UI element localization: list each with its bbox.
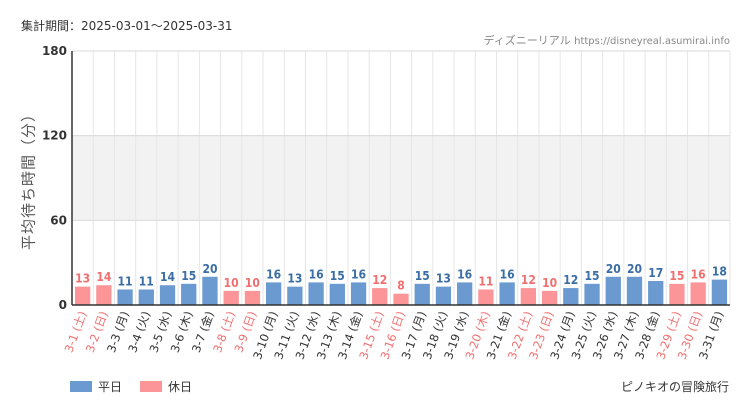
bar[interactable] — [605, 276, 621, 305]
bar[interactable] — [584, 283, 600, 305]
bar-value-label: 16 — [266, 267, 281, 281]
legend-weekday[interactable]: 平日 — [70, 378, 122, 395]
bar-value-label: 14 — [96, 270, 112, 284]
source-url[interactable]: https://disneyreal.asumirai.info — [574, 36, 730, 47]
shaded-band — [72, 135, 730, 221]
bar[interactable] — [648, 281, 664, 305]
bar[interactable] — [244, 290, 261, 305]
bar[interactable] — [435, 286, 452, 305]
y-tick-label: 120 — [42, 129, 67, 143]
bar[interactable] — [223, 290, 239, 305]
bar-value-label: 13 — [287, 272, 302, 286]
bar-value-label: 20 — [627, 262, 642, 276]
bar[interactable] — [711, 279, 728, 305]
bar-value-label: 10 — [542, 276, 557, 290]
y-tick-label: 60 — [50, 213, 67, 227]
bar-value-label: 8 — [397, 279, 405, 293]
bar-value-label: 12 — [563, 273, 578, 287]
bar-value-label: 12 — [372, 273, 387, 287]
bar-value-label: 15 — [585, 269, 600, 283]
bar[interactable] — [690, 282, 706, 305]
bar[interactable] — [393, 293, 409, 305]
bar-value-label: 13 — [436, 272, 451, 286]
bar-value-label: 16 — [457, 267, 472, 281]
bar-value-label: 15 — [330, 269, 345, 283]
bar[interactable] — [138, 289, 154, 305]
legend-holiday-label: 休日 — [168, 380, 193, 394]
bar[interactable] — [499, 282, 515, 305]
bar[interactable] — [520, 288, 536, 305]
bar-value-label: 10 — [245, 276, 260, 290]
source-name: ディズニーリアル — [483, 34, 571, 47]
bar[interactable] — [563, 288, 579, 305]
bar-value-label: 16 — [309, 267, 324, 281]
bar-value-label: 17 — [648, 266, 663, 280]
bar-value-label: 15 — [669, 269, 684, 283]
bar[interactable] — [287, 286, 303, 305]
bar-value-label: 11 — [478, 274, 493, 288]
bar[interactable] — [329, 283, 345, 305]
bar-value-label: 20 — [202, 262, 217, 276]
bar[interactable] — [181, 283, 197, 305]
bar[interactable] — [626, 276, 643, 305]
bar-value-label: 13 — [75, 272, 90, 286]
bar[interactable] — [159, 285, 176, 305]
legend-holiday-swatch — [140, 381, 163, 392]
bar-value-label: 16 — [351, 267, 366, 281]
bar-value-label: 15 — [415, 269, 430, 283]
bar[interactable] — [96, 285, 112, 305]
bar[interactable] — [541, 290, 558, 305]
bar-value-label: 10 — [224, 276, 239, 290]
bar[interactable] — [372, 288, 388, 305]
bar-value-label: 14 — [160, 270, 176, 284]
bar-value-label: 15 — [181, 269, 196, 283]
bar-value-label: 20 — [606, 262, 621, 276]
bar-value-label: 16 — [691, 267, 706, 281]
bar[interactable] — [350, 282, 367, 305]
bar[interactable] — [478, 289, 494, 305]
bar[interactable] — [74, 286, 91, 305]
legend-weekday-swatch — [70, 381, 92, 392]
legend-holiday[interactable]: 休日 — [140, 378, 192, 395]
bar[interactable] — [669, 283, 685, 305]
source-credit: ディズニーリアル https://disneyreal.asumirai.inf… — [484, 32, 731, 48]
period-label: 集計期間：2025-03-01〜2025-03-31 — [21, 19, 233, 33]
legend-weekday-label: 平日 — [98, 380, 123, 394]
bar[interactable] — [308, 282, 324, 305]
bar[interactable] — [414, 283, 430, 305]
legend: 平日 休日 — [70, 378, 210, 395]
bar-value-label: 16 — [500, 267, 515, 281]
attraction-name: ピノキオの冒険旅行 — [620, 380, 729, 394]
bar-value-label: 11 — [139, 274, 154, 288]
y-tick-label: 180 — [42, 44, 67, 58]
bar[interactable] — [266, 282, 282, 305]
bar-value-label: 18 — [712, 265, 727, 279]
y-tick-label: 0 — [59, 298, 67, 312]
bar[interactable] — [117, 289, 133, 305]
bar-value-label: 11 — [118, 274, 133, 288]
bar[interactable] — [457, 282, 473, 305]
bar-value-label: 12 — [521, 273, 536, 287]
bar[interactable] — [202, 276, 218, 305]
